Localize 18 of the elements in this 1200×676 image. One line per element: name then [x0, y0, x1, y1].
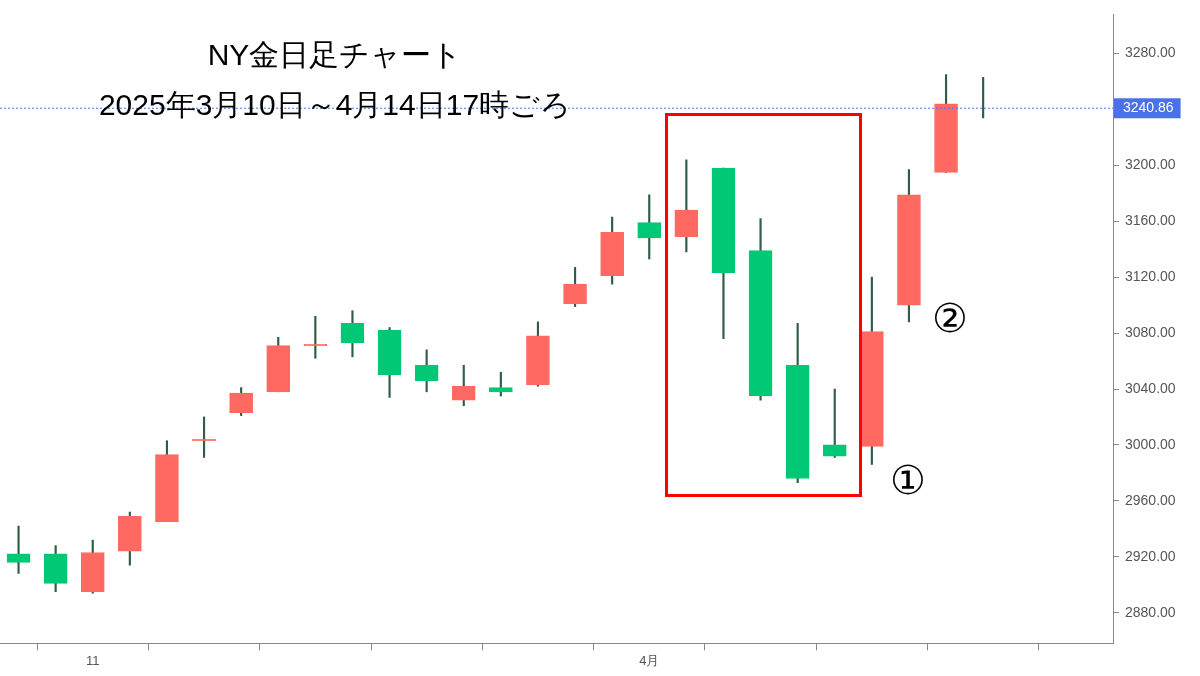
y-tick-label: 3080.00	[1125, 323, 1176, 340]
y-tick-label: 3160.00	[1125, 212, 1176, 229]
x-tick-label: 4月	[639, 652, 660, 668]
x-tick-label: 11	[86, 652, 100, 668]
text: 2025年3月10日～4月14日17時ごろ	[97, 87, 573, 123]
y-tick-label: 3280.00	[1125, 44, 1176, 61]
y-tick-label: 3200.00	[1125, 156, 1176, 173]
ref-line-label: 3240.86	[1123, 99, 1174, 116]
text: NY金日足チャート	[206, 37, 464, 73]
y-tick-label: 3000.00	[1125, 435, 1176, 452]
y-tick-label: 2920.00	[1125, 547, 1176, 564]
annotation: ②	[932, 296, 968, 340]
y-tick-label: 3120.00	[1125, 268, 1176, 285]
y-tick-label: 3040.00	[1125, 379, 1176, 396]
y-tick-label: 2960.00	[1125, 491, 1176, 508]
candlestick	[6, 525, 31, 574]
annotation: ①	[890, 458, 926, 502]
y-tick-label: 2880.00	[1125, 603, 1176, 620]
